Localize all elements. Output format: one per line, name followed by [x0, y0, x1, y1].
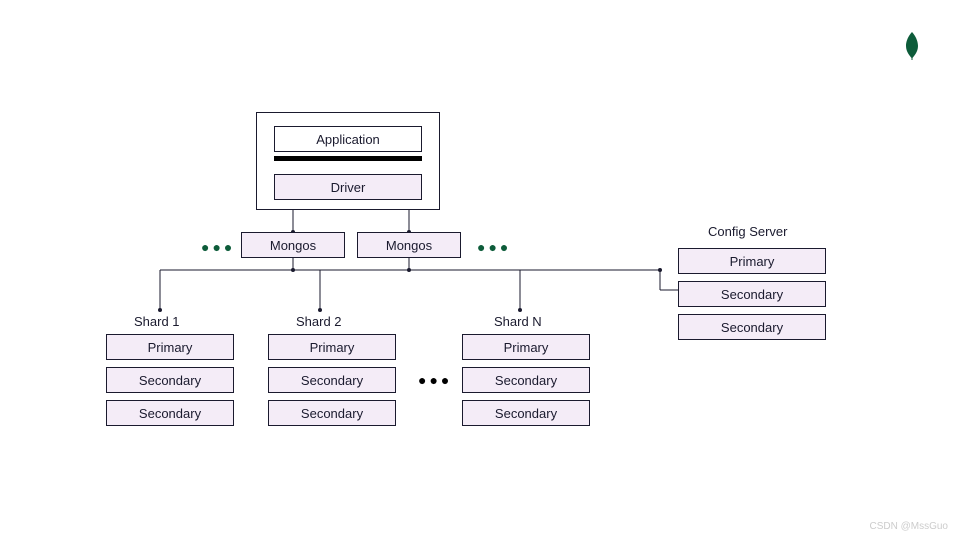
shardn-secondary-box-1: Secondary	[462, 367, 590, 393]
shard1-secondary-label-1: Secondary	[139, 373, 201, 388]
config-secondary-label-1: Secondary	[721, 287, 783, 302]
mongos-box-2: Mongos	[357, 232, 461, 258]
config-secondary-box-2: Secondary	[678, 314, 826, 340]
watermark: CSDN @MssGuo	[870, 521, 949, 532]
ellipsis-left: ●●●	[201, 239, 235, 255]
application-label: Application	[316, 132, 380, 147]
shard2-secondary-box-2: Secondary	[268, 400, 396, 426]
shardn-secondary-label-2: Secondary	[495, 406, 557, 421]
shard2-label: Shard 2	[296, 314, 342, 329]
shardn-secondary-label-1: Secondary	[495, 373, 557, 388]
shard1-secondary-box-2: Secondary	[106, 400, 234, 426]
shard2-secondary-box-1: Secondary	[268, 367, 396, 393]
mongos-label-1: Mongos	[270, 238, 316, 253]
shard2-secondary-label-1: Secondary	[301, 373, 363, 388]
ellipsis-shards: ●●●	[418, 372, 452, 388]
driver-label: Driver	[331, 180, 366, 195]
ellipsis-right: ●●●	[477, 239, 511, 255]
shard2-secondary-label-2: Secondary	[301, 406, 363, 421]
config-secondary-box-1: Secondary	[678, 281, 826, 307]
shard1-secondary-label-2: Secondary	[139, 406, 201, 421]
driver-box: Driver	[274, 174, 422, 200]
application-box: Application	[274, 126, 422, 152]
shard1-primary-box: Primary	[106, 334, 234, 360]
config-secondary-label-2: Secondary	[721, 320, 783, 335]
shard2-primary-label: Primary	[310, 340, 355, 355]
divider-thick	[274, 156, 422, 161]
shard1-label: Shard 1	[134, 314, 180, 329]
shardn-label: Shard N	[494, 314, 542, 329]
config-server-label: Config Server	[708, 224, 787, 239]
shardn-primary-label: Primary	[504, 340, 549, 355]
config-primary-label: Primary	[730, 254, 775, 269]
shardn-secondary-box-2: Secondary	[462, 400, 590, 426]
shard1-secondary-box-1: Secondary	[106, 367, 234, 393]
mongos-box-1: Mongos	[241, 232, 345, 258]
mongos-label-2: Mongos	[386, 238, 432, 253]
shard1-primary-label: Primary	[148, 340, 193, 355]
shardn-primary-box: Primary	[462, 334, 590, 360]
mongodb-leaf-icon	[904, 32, 920, 65]
shard2-primary-box: Primary	[268, 334, 396, 360]
config-primary-box: Primary	[678, 248, 826, 274]
